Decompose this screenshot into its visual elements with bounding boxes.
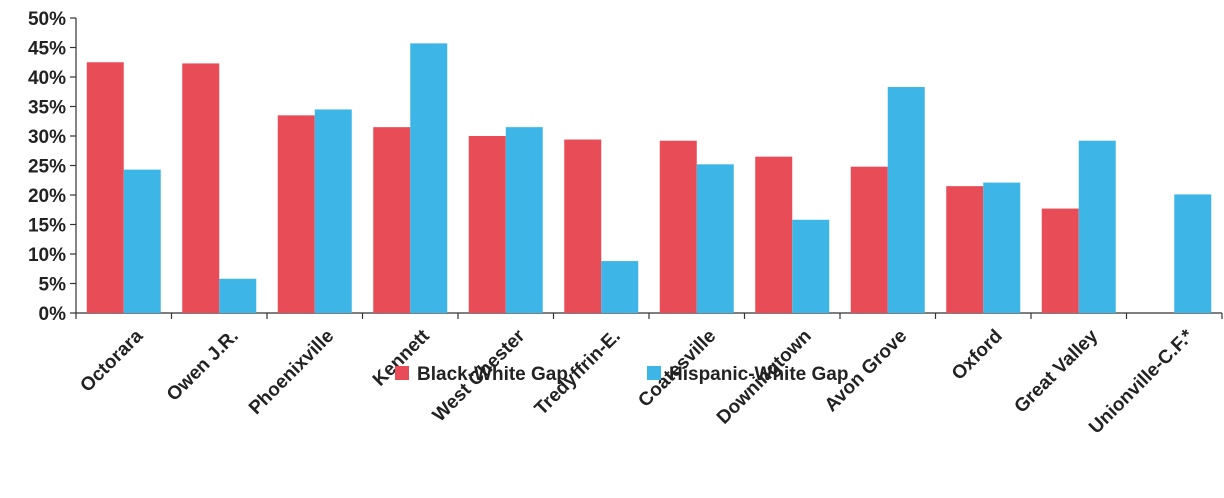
bar-hispanic-white xyxy=(792,219,830,313)
bar-black-white xyxy=(564,139,602,313)
bar-hispanic-white xyxy=(1174,194,1212,313)
legend-swatch xyxy=(395,366,409,380)
bar-black-white xyxy=(373,127,411,314)
y-tick-label: 40% xyxy=(28,68,66,89)
bar-hispanic-white xyxy=(696,164,734,313)
y-tick-label: 30% xyxy=(28,127,66,148)
y-tick-label: 45% xyxy=(28,39,66,60)
category-labels: Octorara Owen J.R. Phoenixville KennettWest… xyxy=(76,325,1198,438)
legend-swatch xyxy=(647,366,661,380)
bar-hispanic-white xyxy=(219,278,257,313)
bar-hispanic-white xyxy=(601,261,639,313)
legend-label: Black-White Gap xyxy=(417,364,568,385)
bar-black-white xyxy=(850,166,888,313)
bar-black-white xyxy=(659,140,697,313)
category-label: Octorara xyxy=(76,325,147,396)
category-label: Owen J.R. xyxy=(163,326,243,406)
bar-black-white xyxy=(468,136,506,313)
y-tick-label: 50% xyxy=(28,9,66,30)
bar-black-white xyxy=(946,186,984,313)
bar-black-white xyxy=(1041,208,1079,313)
bar-black-white xyxy=(182,63,220,314)
y-tick-label: 10% xyxy=(28,245,66,266)
legend-label: Hispanic-White Gap xyxy=(669,364,848,385)
bar-hispanic-white xyxy=(314,109,352,313)
bar-black-white xyxy=(277,115,315,313)
y-tick-label: 5% xyxy=(39,275,67,296)
bars xyxy=(86,43,1212,314)
y-tick-label: 35% xyxy=(28,98,66,119)
legend: Black-White Gap Hispanic-White Gap xyxy=(395,364,848,385)
category-label: Oxford xyxy=(948,326,1007,385)
y-axis: 0% 5% 10% 15% 20% 25% 30% 35% 40% 45% 50% xyxy=(28,9,77,325)
category-label: Unionville-C.F.* xyxy=(1085,325,1198,438)
bar-hispanic-white xyxy=(410,43,448,314)
y-tick-label: 25% xyxy=(28,157,66,178)
bar-hispanic-white xyxy=(983,182,1021,313)
category-label: Great Valley xyxy=(1011,325,1103,417)
y-tick-label: 20% xyxy=(28,186,66,207)
x-axis xyxy=(75,312,1223,319)
bar-hispanic-white xyxy=(1078,140,1116,313)
y-tick-label: 0% xyxy=(39,304,67,325)
y-tick-label: 15% xyxy=(28,216,66,237)
bar-black-white xyxy=(755,156,793,313)
bar-black-white xyxy=(86,62,124,313)
category-label: Phoenixville xyxy=(245,326,338,419)
bar-hispanic-white xyxy=(887,87,925,313)
bar-hispanic-white xyxy=(505,127,543,314)
bar-hispanic-white xyxy=(123,169,161,313)
